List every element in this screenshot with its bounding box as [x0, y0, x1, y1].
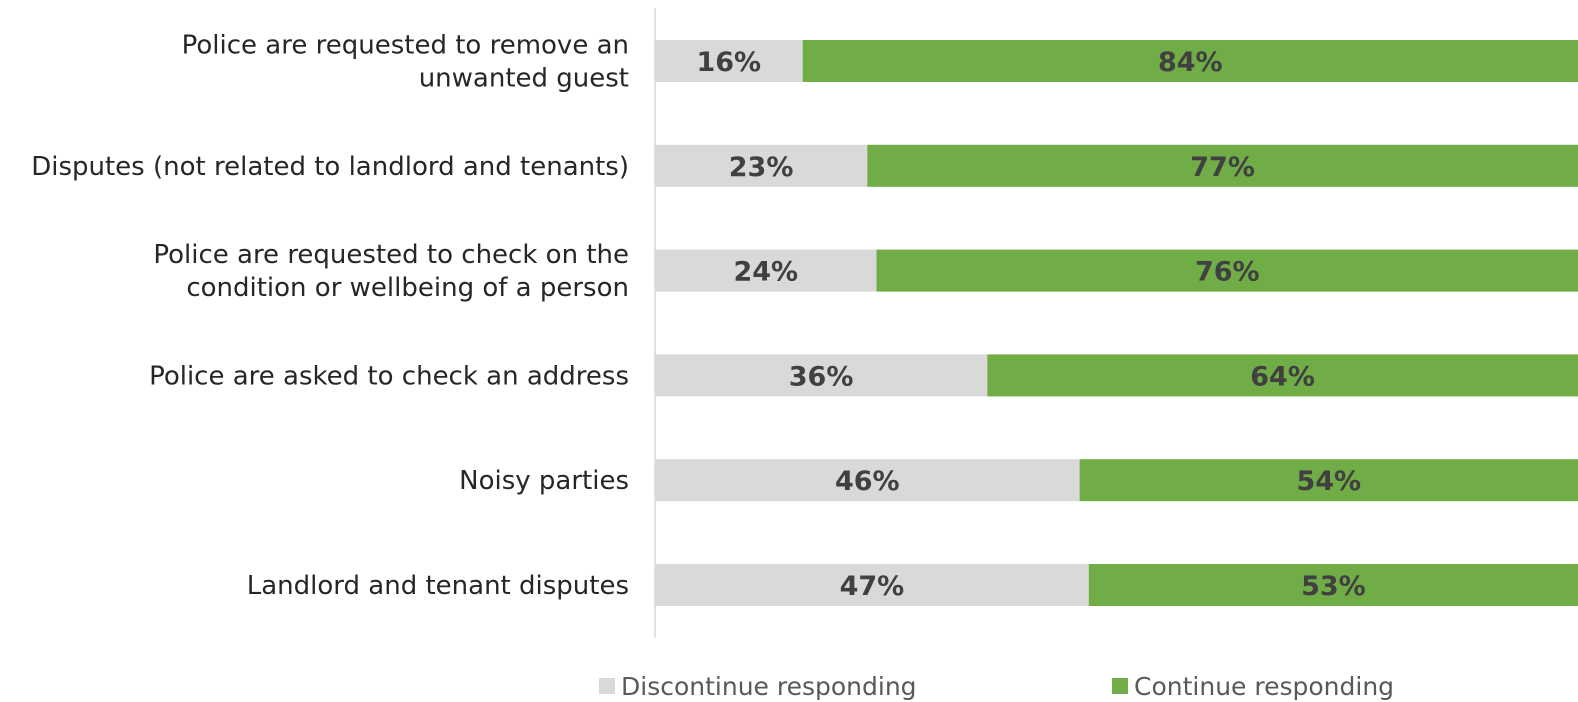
data-label-continue: 76% — [1195, 257, 1260, 288]
bar-segment-continue — [802, 40, 1578, 82]
data-label-continue: 54% — [1296, 466, 1361, 497]
bar-segment-discontinue — [655, 564, 1089, 606]
legend: Discontinue responding Continue respondi… — [599, 672, 1394, 701]
category-label: Noisy parties — [459, 466, 629, 496]
bar-segment-continue — [1088, 564, 1578, 606]
bar-segment-discontinue — [655, 459, 1080, 502]
bar-segment-continue — [1079, 459, 1578, 502]
category-label: condition or wellbeing of a person — [186, 273, 629, 303]
data-label-continue: 77% — [1190, 152, 1255, 183]
category-label: Police are requested to remove an — [182, 31, 629, 61]
plot-area: 16% 84% 23% 77% 24% 76% 36% 64% 46% 54% 47% 53% — [655, 40, 1578, 606]
legend-label-discontinue: Discontinue responding — [621, 672, 917, 701]
data-label-discontinue: 36% — [789, 361, 854, 392]
bar-segment-discontinue — [655, 40, 803, 82]
category-label: Police are asked to check an address — [149, 361, 629, 391]
bar-segment-continue — [876, 249, 1578, 292]
legend-swatch-discontinue — [599, 678, 615, 694]
data-label-discontinue: 46% — [835, 466, 900, 497]
bar-segment-continue — [987, 354, 1578, 397]
data-label-discontinue: 23% — [729, 152, 794, 183]
bar-segment-discontinue — [655, 249, 877, 292]
bar-segment-continue — [867, 144, 1578, 187]
data-label-continue: 53% — [1301, 571, 1366, 602]
category-label: unwanted guest — [419, 64, 629, 94]
category-label: Police are requested to check on the — [153, 240, 629, 270]
category-label: Landlord and tenant disputes — [247, 571, 629, 601]
data-label-discontinue: 24% — [733, 257, 798, 288]
category-labels: Police are requested to remove anunwante… — [31, 31, 629, 602]
bar-segment-discontinue — [655, 144, 868, 187]
data-label-discontinue: 47% — [840, 571, 905, 602]
category-label: Disputes (not related to landlord and te… — [31, 152, 629, 182]
data-label-continue: 84% — [1158, 47, 1223, 78]
legend-label-continue: Continue responding — [1134, 672, 1394, 701]
data-label-discontinue: 16% — [696, 47, 761, 78]
data-label-continue: 64% — [1250, 361, 1315, 392]
legend-swatch-continue — [1112, 678, 1128, 694]
bar-segment-discontinue — [655, 354, 988, 397]
